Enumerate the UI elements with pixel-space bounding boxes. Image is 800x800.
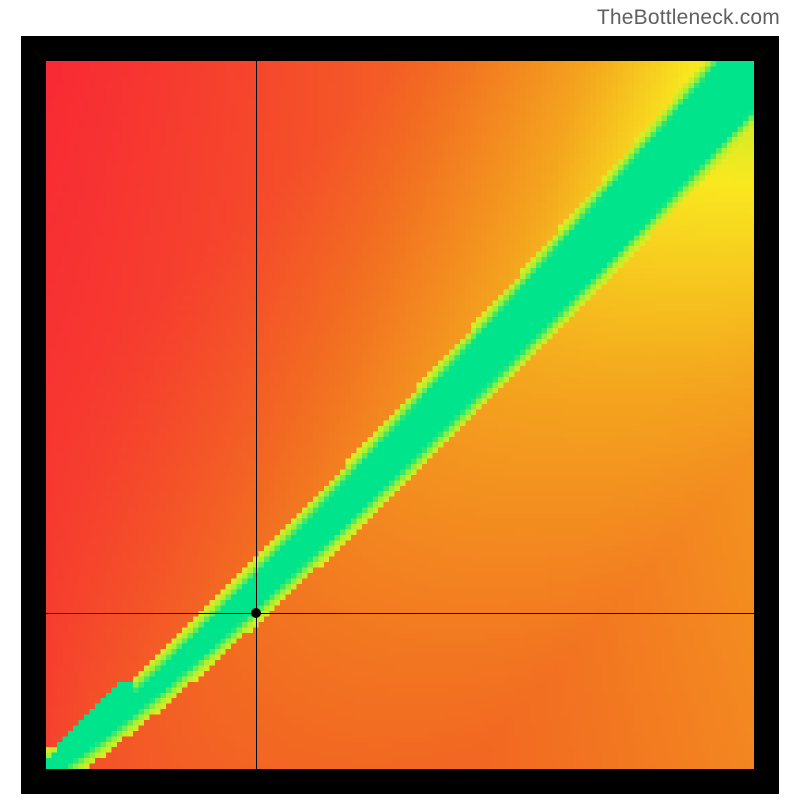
page-root: TheBottleneck.com bbox=[0, 0, 800, 800]
chart-inner bbox=[46, 61, 754, 769]
chart-outer-frame bbox=[21, 36, 779, 794]
crosshair-vertical bbox=[256, 61, 257, 769]
crosshair-marker bbox=[251, 608, 261, 618]
heatmap-canvas bbox=[46, 61, 754, 769]
crosshair-horizontal bbox=[46, 613, 754, 614]
watermark-text: TheBottleneck.com bbox=[597, 6, 780, 30]
